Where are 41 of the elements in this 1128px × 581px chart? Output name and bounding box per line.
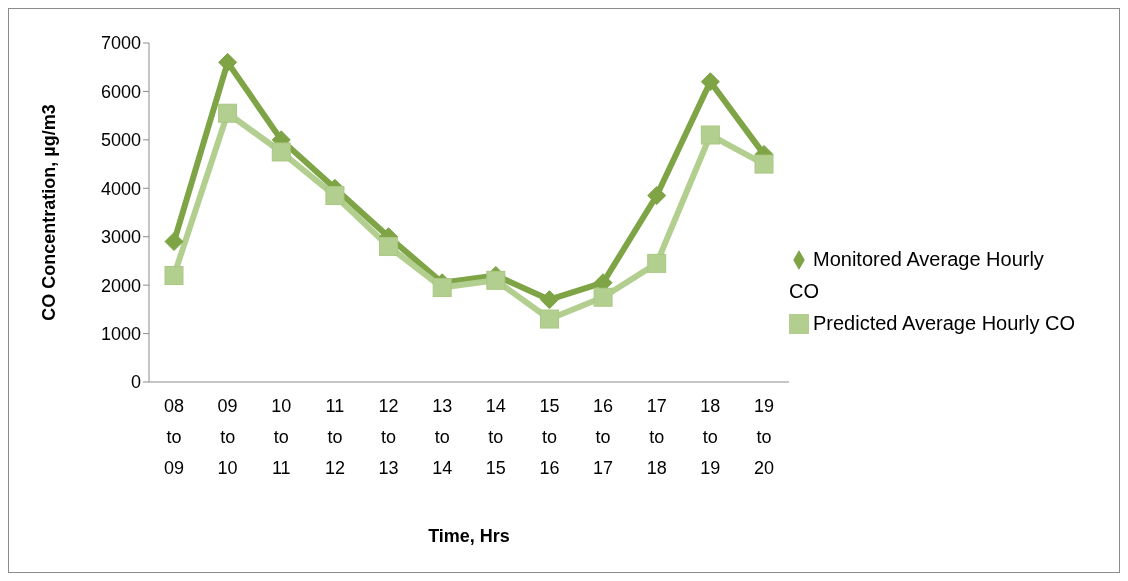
x-tick-label: 17 to 18 <box>646 396 667 478</box>
x-tick-label: 10 to 11 <box>271 396 292 478</box>
point <box>647 253 667 273</box>
y-tick-label: 4000 <box>100 178 141 199</box>
y-tick-label: 3000 <box>100 227 141 248</box>
point <box>754 154 774 174</box>
point <box>700 125 720 145</box>
point <box>164 232 184 252</box>
point <box>486 270 506 290</box>
point <box>432 278 452 298</box>
x-tick-label: 19 to 20 <box>753 396 775 478</box>
point <box>271 142 291 162</box>
y-tick-label: 1000 <box>100 323 141 344</box>
x-tick-label: 16 to 17 <box>593 396 614 478</box>
x-tick-label: 15 to 16 <box>539 396 560 478</box>
point <box>164 265 184 285</box>
x-tick-label: 12 to 13 <box>378 396 399 478</box>
point <box>647 186 667 206</box>
x-tick-label: 09 to 10 <box>217 396 238 478</box>
y-tick-label: 6000 <box>100 81 141 102</box>
point <box>700 72 720 92</box>
x-tick-label: 18 to 19 <box>700 396 721 478</box>
x-tick-label: 08 to 09 <box>163 396 185 478</box>
y-tick-label: 2000 <box>100 275 141 296</box>
y-tick-label: 5000 <box>100 130 141 151</box>
y-axis-title: CO Concentration, µg/m3 <box>39 104 60 321</box>
x-tick-label: 14 to 15 <box>485 396 506 478</box>
x-tick-label: 11 to 12 <box>324 396 345 478</box>
x-tick-label: 13 to 14 <box>432 396 453 478</box>
legend-label: Monitored Average Hourly CO <box>789 247 1044 302</box>
point <box>325 186 345 206</box>
y-tick-label: 0 <box>130 372 141 393</box>
y-tick-label: 7000 <box>100 33 141 54</box>
point <box>379 236 399 256</box>
point <box>593 287 613 307</box>
point <box>539 290 559 310</box>
point <box>218 52 238 72</box>
point <box>218 103 238 123</box>
legend-label: Predicted Average Hourly CO <box>813 311 1075 334</box>
point <box>539 309 559 329</box>
x-axis-title: Time, Hrs <box>428 526 510 546</box>
